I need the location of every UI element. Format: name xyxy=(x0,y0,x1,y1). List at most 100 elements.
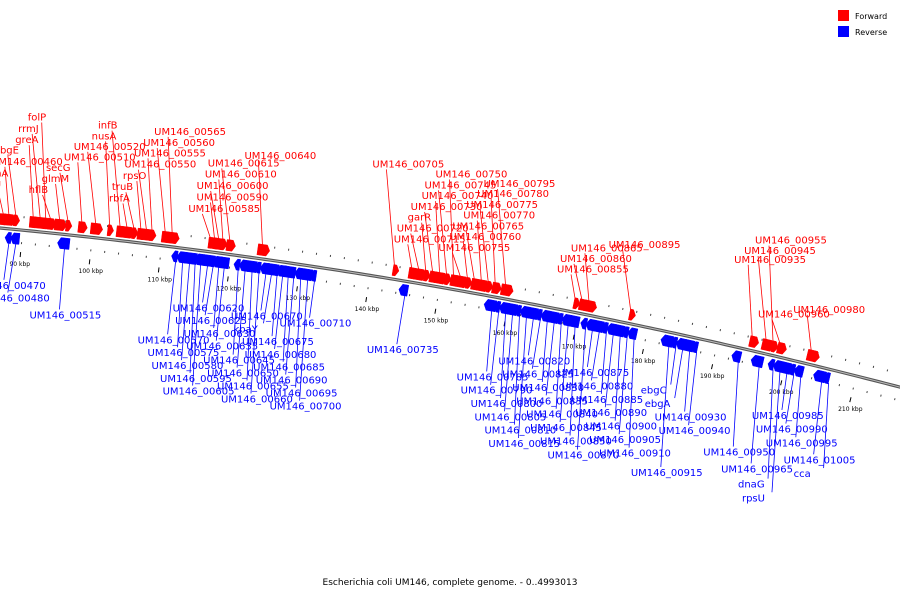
forward-gene-arrow[interactable] xyxy=(166,231,180,245)
forward-gene-arrow[interactable] xyxy=(12,214,20,227)
reverse-label-leader xyxy=(577,328,586,450)
forward-gene-label: UM146_00520 xyxy=(74,142,146,153)
reverse-gene-arrow[interactable] xyxy=(788,363,797,376)
forward-gene-label: UM146_00610 xyxy=(205,170,277,181)
forward-gene-arrow[interactable] xyxy=(65,219,73,232)
reverse-gene-arrow[interactable] xyxy=(254,261,262,274)
forward-label-leader xyxy=(210,190,220,240)
reverse-gene-arrow[interactable] xyxy=(567,315,581,329)
reverse-label-leader xyxy=(490,311,500,385)
reverse-gene-label: UM146_00830 xyxy=(512,383,584,394)
forward-gene-label: secG xyxy=(46,163,71,174)
reverse-gene-arrow[interactable] xyxy=(216,256,231,270)
reverse-gene-arrow[interactable] xyxy=(622,326,630,339)
forward-gene-arrow[interactable] xyxy=(256,243,270,257)
reverse-gene-label: UM146_00685 xyxy=(253,363,325,374)
reverse-label-leader xyxy=(559,325,569,423)
forward-gene-arrow[interactable] xyxy=(770,340,779,353)
forward-gene-arrow[interactable] xyxy=(423,269,431,282)
forward-gene-label: UM146_00865 xyxy=(571,243,643,254)
reverse-gene-arrow[interactable] xyxy=(556,312,564,325)
reverse-gene-label: UM146_00660 xyxy=(221,395,293,406)
reverse-label-leader xyxy=(750,366,760,464)
forward-gene-label: glmM xyxy=(42,174,70,185)
forward-gene-arrow[interactable] xyxy=(485,280,494,293)
reverse-gene-arrow[interactable] xyxy=(731,350,743,364)
forward-gene-label: UM146_00565 xyxy=(154,127,226,138)
forward-gene-arrow[interactable] xyxy=(583,299,597,313)
kbp-tick-label: 210 kbp xyxy=(838,406,863,413)
reverse-gene-arrow[interactable] xyxy=(289,266,297,279)
reverse-gene-arrow[interactable] xyxy=(767,358,776,371)
forward-gene-arrow[interactable] xyxy=(131,227,139,240)
forward-gene-label: UM146_00755 xyxy=(438,243,510,254)
forward-gene-arrow[interactable] xyxy=(225,239,236,252)
forward-gene-arrow[interactable] xyxy=(106,224,114,237)
reverse-gene-arrow[interactable] xyxy=(627,327,639,340)
reverse-label-leader xyxy=(215,267,225,341)
reverse-gene-arrow[interactable] xyxy=(171,250,179,263)
reverse-gene-label: UM146_00695 xyxy=(266,389,338,400)
forward-gene-label: UM146_00585 xyxy=(188,204,260,215)
reverse-gene-label: UM146_00915 xyxy=(631,468,703,479)
reverse-gene-arrow[interactable] xyxy=(398,284,410,297)
reverse-label-leader xyxy=(785,374,795,424)
reverse-gene-label: UM146_00605 xyxy=(163,387,235,398)
forward-gene-arrow[interactable] xyxy=(805,348,820,363)
forward-gene-arrow[interactable] xyxy=(391,264,400,277)
forward-label-leader xyxy=(125,192,135,229)
reverse-gene-arrow[interactable] xyxy=(793,365,805,378)
forward-gene-label: UM146_00615 xyxy=(208,158,280,169)
reverse-label-leader xyxy=(823,383,829,469)
kbp-tick-label: 120 kbp xyxy=(217,285,242,292)
reverse-gene-arrow[interactable] xyxy=(493,300,502,313)
forward-gene-arrow[interactable] xyxy=(149,229,157,242)
reverse-label-leader xyxy=(271,275,278,337)
reverse-gene-arrow[interactable] xyxy=(691,341,700,354)
reverse-gene-label: UM146_00940 xyxy=(659,426,731,437)
forward-gene-arrow[interactable] xyxy=(572,297,581,310)
forward-gene-label: truB xyxy=(112,182,133,193)
legend: Forward Reverse xyxy=(838,10,887,37)
forward-label-leader xyxy=(410,233,420,270)
reverse-gene-arrow[interactable] xyxy=(10,232,21,245)
forward-gene-arrow[interactable] xyxy=(443,273,452,286)
reverse-gene-label: UM146_00700 xyxy=(270,402,342,413)
reverse-label-leader xyxy=(604,334,614,408)
reverse-gene-arrow[interactable] xyxy=(57,237,71,250)
reverse-gene-arrow[interactable] xyxy=(309,269,318,282)
forward-gene-arrow[interactable] xyxy=(77,221,88,234)
reverse-gene-arrow[interactable] xyxy=(750,354,765,369)
forward-label-leader xyxy=(438,190,447,275)
reverse-label-leader xyxy=(274,275,283,349)
reverse-gene-label: UM146_00650 xyxy=(207,369,279,380)
reverse-gene-arrow[interactable] xyxy=(233,258,241,271)
kbp-tick-label: 100 kbp xyxy=(79,268,104,275)
reverse-gene-arrow[interactable] xyxy=(823,372,832,385)
reverse-gene-label: UM146_01005 xyxy=(784,455,856,466)
reverse-gene-label: ebgC xyxy=(641,386,667,397)
reverse-gene-arrow[interactable] xyxy=(580,317,589,330)
forward-gene-arrow[interactable] xyxy=(491,281,502,295)
reverse-gene-arrow[interactable] xyxy=(4,232,12,244)
forward-gene-arrow[interactable] xyxy=(499,283,514,297)
forward-label-leader xyxy=(771,319,781,344)
reverse-gene-layer: UM146_00470 UM146_00480 UM146_00515 UM146_0… xyxy=(0,232,856,504)
reverse-gene-arrow[interactable] xyxy=(670,336,679,349)
forward-gene-arrow[interactable] xyxy=(220,238,228,251)
forward-gene-label: UM146_00745 xyxy=(425,180,497,191)
forward-gene-arrow[interactable] xyxy=(775,341,787,355)
reverse-gene-label: UM146_00880 xyxy=(561,381,633,392)
forward-gene-arrow[interactable] xyxy=(89,222,103,235)
forward-gene-arrow[interactable] xyxy=(464,276,473,289)
reverse-gene-arrow[interactable] xyxy=(535,308,543,321)
forward-gene-arrow[interactable] xyxy=(628,308,636,321)
reverse-gene-label: UM146_00515 xyxy=(29,310,101,321)
reverse-gene-arrow[interactable] xyxy=(514,304,523,317)
forward-gene-arrow[interactable] xyxy=(748,335,759,348)
forward-gene-arrow[interactable] xyxy=(53,218,67,232)
reverse-gene-label: UM146_00825 xyxy=(502,370,574,381)
forward-gene-label: nusA xyxy=(92,131,117,142)
reverse-gene-arrow[interactable] xyxy=(601,321,609,334)
reverse-gene-label: UM146_00815 xyxy=(488,439,560,450)
